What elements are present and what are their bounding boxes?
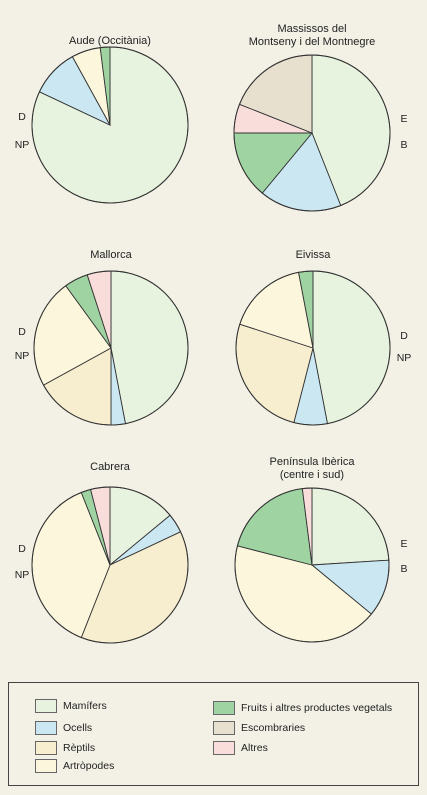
legend-swatch-escombraries bbox=[213, 721, 235, 735]
pie-chart-4: Eivissa D NP bbox=[235, 249, 412, 426]
pie-6-side-label-e: E bbox=[400, 538, 407, 550]
legend-label-artropodes: Artròpodes bbox=[63, 760, 115, 772]
legend-swatch-reptils bbox=[35, 741, 57, 755]
pie-5-title-line-1: Cabrera bbox=[90, 461, 131, 473]
pie-6-side-label-b: B bbox=[400, 563, 407, 575]
legend-label-altres: Altres bbox=[241, 742, 268, 754]
pie-6-slice-mamifers bbox=[311, 487, 390, 566]
legend-swatch-mamifers bbox=[35, 699, 57, 713]
pie-2-side-label-e: E bbox=[400, 113, 407, 125]
pie-charts: Aude (Occitània) D NP Massissos delMontseny… bbox=[15, 23, 412, 644]
pie-4-outline bbox=[235, 270, 391, 426]
legend-label-mamifers: Mamífers bbox=[63, 700, 107, 712]
pie-3-side-label-d: D bbox=[18, 326, 26, 338]
legend-item-fruits: Fruits i altres productes vegetals bbox=[213, 701, 392, 715]
pie-3-outline bbox=[33, 270, 189, 426]
pie-chart-3: Mallorca D NP bbox=[15, 249, 189, 426]
legend-swatch-altres bbox=[213, 741, 235, 755]
pie-5-side-label-d: D bbox=[18, 543, 26, 555]
pie-chart-6: Península Ibèrica(centre i sud) E B bbox=[234, 456, 408, 643]
pie-3-side-label-np: NP bbox=[15, 350, 30, 362]
pie-5-side-label-np: NP bbox=[15, 569, 30, 581]
legend-label-reptils: Rèptils bbox=[63, 742, 96, 754]
pie-6-title-line-1: Península Ibèrica bbox=[270, 456, 356, 468]
legend: Mamífers Ocells Rèptils Artròpodes Fruit… bbox=[8, 682, 419, 786]
legend-item-reptils: Rèptils bbox=[35, 741, 95, 755]
pie-1-title-line-1: Aude (Occitània) bbox=[69, 35, 151, 47]
pie-3-title-line-1: Mallorca bbox=[90, 249, 132, 261]
legend-label-ocells: Ocells bbox=[63, 722, 93, 734]
pie-6-outline bbox=[234, 487, 390, 643]
pie-1-side-label-np: NP bbox=[15, 139, 30, 151]
pie-4-side-label-d: D bbox=[400, 330, 408, 342]
pie-1-outline bbox=[31, 46, 189, 204]
pie-2-outline bbox=[233, 54, 391, 212]
pie-4-side-label-np: NP bbox=[397, 352, 412, 364]
legend-label-escombraries: Escombraries bbox=[241, 722, 306, 734]
pie-4-slice-mamifers bbox=[312, 270, 391, 425]
pie-3-slice-mamifers bbox=[110, 270, 189, 425]
pie-5-outline bbox=[31, 486, 189, 644]
pie-chart-1: Aude (Occitània) D NP bbox=[15, 35, 189, 204]
pie-2-side-label-b: B bbox=[400, 139, 407, 151]
legend-item-altres: Altres bbox=[213, 741, 268, 755]
legend-swatch-ocells bbox=[35, 721, 57, 735]
legend-swatch-artropodes bbox=[35, 759, 57, 773]
legend-item-artropodes: Artròpodes bbox=[35, 759, 114, 773]
pie-6-title-line-2: (centre i sud) bbox=[280, 469, 344, 481]
pie-chart-5: Cabrera D NP bbox=[15, 461, 189, 644]
legend-label-fruits: Fruits i altres productes vegetals bbox=[241, 702, 393, 714]
legend-swatch-fruits bbox=[213, 701, 235, 715]
legend-item-ocells: Ocells bbox=[35, 721, 92, 735]
pie-2-title-line-2: Montseny i del Montnegre bbox=[249, 36, 376, 48]
pie-1-side-label-d: D bbox=[18, 111, 26, 123]
legend-item-escombraries: Escombraries bbox=[213, 721, 305, 735]
legend-item-mamifers: Mamífers bbox=[35, 699, 107, 713]
pie-2-title-line-1: Massissos del bbox=[277, 23, 346, 35]
pie-4-title-line-1: Eivissa bbox=[296, 249, 332, 261]
